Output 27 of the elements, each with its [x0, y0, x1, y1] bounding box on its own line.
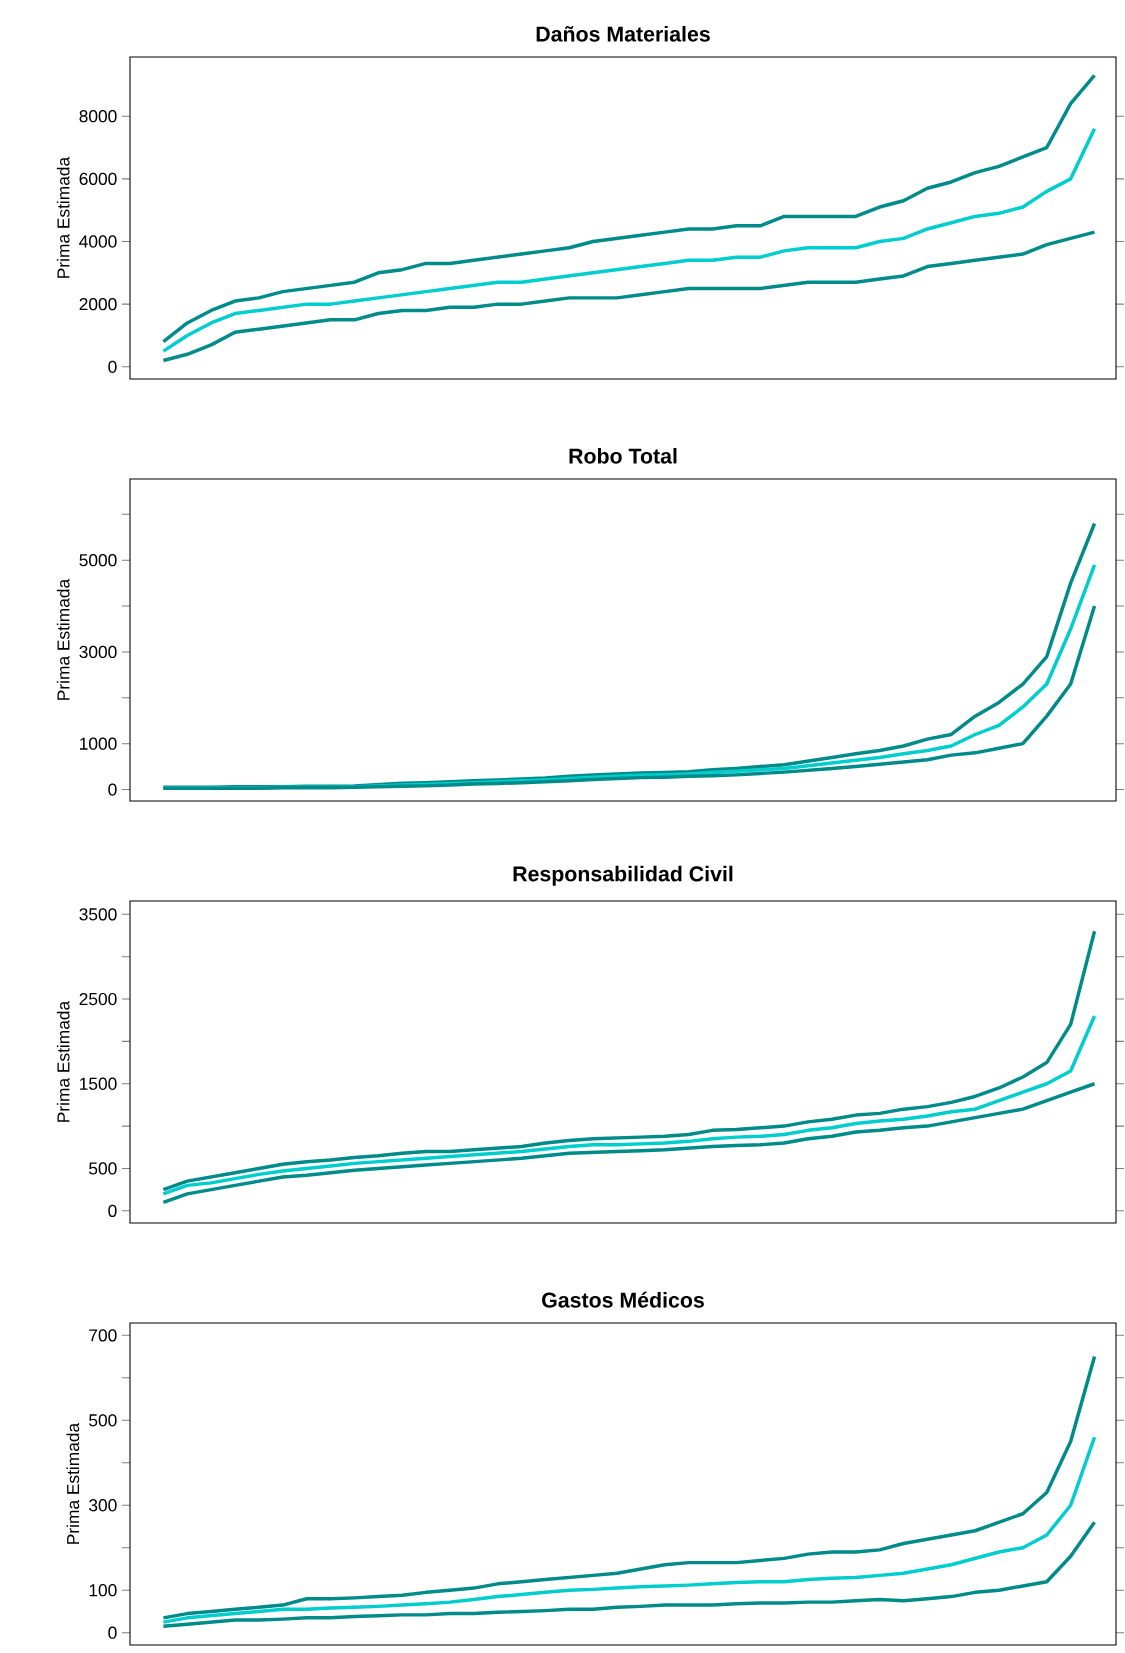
y-tick-label: 3500 — [79, 908, 117, 921]
y-tick-label: 0 — [108, 1204, 117, 1217]
chart-title: Daños Materiales — [536, 25, 711, 42]
y-tick-label: 3000 — [79, 645, 117, 659]
y-tick-label: 300 — [89, 1499, 117, 1512]
y-tick-label: 0 — [108, 1626, 117, 1639]
y-tick-label: 6000 — [79, 172, 117, 185]
y-tick-label: 1000 — [80, 737, 117, 750]
y-tick-label: 500 — [89, 1414, 117, 1427]
y-axis-title: Prima Estimada — [66, 1422, 80, 1544]
y-tick-label: 700 — [89, 1329, 117, 1342]
y-tick-label: 0 — [108, 783, 117, 796]
y-tick-label: 5000 — [79, 554, 117, 567]
y-tick-label: 1500 — [80, 1077, 117, 1090]
chart-title: Gastos Médicos — [542, 1291, 705, 1308]
chart-title: Robo Total — [569, 447, 677, 464]
y-tick-label: 0 — [108, 360, 117, 373]
y-axis-title: Prima Estimada — [57, 578, 70, 700]
y-tick-label: 500 — [89, 1162, 117, 1175]
y-tick-label: 8000 — [79, 110, 117, 123]
y-axis-title: Prima Estimada — [57, 1000, 70, 1122]
y-axis-title: Prima Estimada — [57, 156, 70, 278]
y-tick-label: 2000 — [79, 298, 117, 311]
y-tick-label: 4000 — [79, 235, 117, 248]
y-tick-label: 2500 — [79, 992, 117, 1006]
y-tick-label: 100 — [89, 1584, 117, 1597]
chart-title: Responsabilidad Civil — [513, 865, 733, 886]
